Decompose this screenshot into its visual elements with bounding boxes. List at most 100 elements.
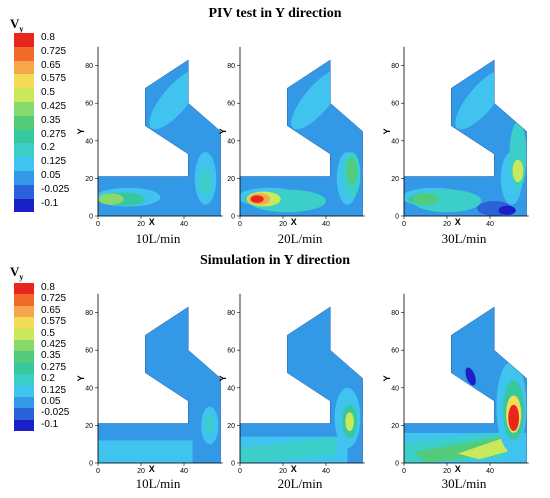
piv-contour-20: 0 20 40 0 20 40 60 80 X Y — [218, 46, 365, 228]
x-tick-label: 20 — [443, 221, 451, 228]
y-tick-label: 0 — [89, 214, 93, 221]
legend-swatch — [14, 184, 34, 199]
legend-label: 0.05 — [41, 396, 61, 407]
legend-swatch — [14, 129, 34, 144]
y-tick-label: 40 — [227, 138, 235, 145]
piv-panel-20: 0 20 40 0 20 40 60 80 X Y — [218, 28, 370, 248]
piv-contour-10: 0 20 40 0 20 40 60 80 X Y — [76, 46, 223, 228]
contour-jet-inner — [414, 436, 503, 463]
contour-jet-mid — [240, 436, 337, 463]
y-tick-label: 20 — [85, 423, 93, 430]
y-tick-label: 80 — [85, 63, 93, 70]
x-axis-label: X — [149, 217, 155, 227]
y-tick-label: 0 — [395, 461, 399, 468]
x-tick-label: 40 — [322, 221, 330, 228]
piv-panel-10: 0 20 40 0 20 40 60 80 X Y — [76, 28, 228, 248]
legend-label: 0.575 — [41, 316, 67, 328]
legend-label: 0.5 — [41, 87, 55, 99]
piv-caption-10: 10L/min — [135, 231, 181, 246]
y-tick-label: 0 — [231, 461, 235, 468]
domain-outline — [403, 306, 527, 464]
contour-field — [240, 307, 363, 463]
y-tick-label: 40 — [227, 385, 235, 392]
contour-base — [240, 307, 363, 463]
legend-swatch — [14, 397, 34, 409]
axes: 0 20 40 0 20 40 60 80 X Y — [382, 293, 529, 475]
sim-caption-30: 30L/min — [441, 476, 487, 491]
axes: 0 20 40 0 20 40 60 80 X Y — [218, 293, 365, 475]
y-axis-label: Y — [382, 375, 392, 381]
legend-label: 0.425 — [41, 101, 67, 112]
legend-label: 0.575 — [41, 73, 67, 85]
legend-swatch — [14, 74, 34, 89]
legend-swatch — [14, 294, 34, 306]
y-tick-label: 20 — [391, 423, 399, 430]
legend-label: -0.1 — [41, 197, 59, 209]
x-tick-label: 0 — [402, 468, 406, 475]
x-tick-label: 0 — [402, 221, 406, 228]
y-tick-label: 80 — [227, 63, 235, 70]
contour-base — [404, 60, 527, 216]
legend-swatch — [14, 351, 34, 363]
y-tick-label: 60 — [227, 101, 235, 108]
x-tick-label: 0 — [238, 468, 242, 475]
y-axis-label: Y — [218, 128, 228, 134]
legend-swatch — [14, 157, 34, 171]
y-tick-label: 20 — [227, 423, 235, 430]
legend-label: 0.425 — [41, 339, 67, 350]
sim-contour-20: 0 20 40 0 20 40 60 80 X Y — [218, 293, 365, 475]
x-axis-label: X — [149, 464, 155, 474]
y-tick-label: 40 — [85, 138, 93, 145]
legend-label: 0.2 — [41, 373, 55, 385]
legend-swatch — [14, 385, 34, 397]
contour-base — [404, 307, 527, 463]
legend-swatch — [14, 340, 34, 352]
domain-outline — [239, 59, 363, 217]
x-tick-label: 40 — [486, 221, 494, 228]
y-tick-label: 80 — [391, 63, 399, 70]
x-tick-label: 20 — [279, 221, 287, 228]
x-axis-label: X — [455, 464, 461, 474]
contour-stem-peak — [508, 404, 520, 432]
legend-label: 0.65 — [41, 59, 61, 71]
y-tick-label: 60 — [85, 101, 93, 108]
piv-contour-30: 0 20 40 0 20 40 60 80 X Y — [382, 46, 529, 228]
axes: 0 20 40 0 20 40 60 80 X Y — [76, 46, 223, 228]
sim-panel-20: 0 20 40 0 20 40 60 80 X Y — [218, 275, 370, 495]
legend-label: 0.5 — [41, 327, 55, 339]
y-tick-label: 0 — [231, 214, 235, 221]
contour-stem-peak — [345, 412, 354, 432]
legend-label: 0.05 — [41, 170, 61, 181]
y-tick-label: 20 — [227, 176, 235, 183]
axes: 0 20 40 0 20 40 60 80 X Y — [76, 293, 223, 475]
contour-field — [98, 307, 221, 463]
top-section-title: PIV test in Y direction — [208, 6, 342, 21]
x-tick-label: 0 — [238, 221, 242, 228]
legend-swatch — [14, 374, 34, 386]
contour-stem-core — [205, 414, 215, 433]
legend-label: 0.35 — [41, 114, 61, 126]
x-tick-label: 40 — [486, 468, 494, 475]
sim-contour-10: 0 20 40 0 20 40 60 80 X Y — [76, 293, 223, 475]
legend-swatch — [14, 305, 34, 318]
domain-outline — [97, 306, 221, 464]
x-tick-label: 20 — [137, 221, 145, 228]
y-tick-label: 60 — [391, 101, 399, 108]
x-tick-label: 40 — [180, 221, 188, 228]
piv-caption-20: 20L/min — [277, 231, 323, 246]
legend-swatch — [14, 115, 34, 130]
domain-outline — [239, 306, 363, 464]
x-axis-label: X — [291, 464, 297, 474]
y-tick-label: 80 — [391, 310, 399, 317]
legend-swatch — [14, 60, 34, 75]
sim-panel-30: 0 20 40 0 20 40 60 80 X Y — [382, 275, 534, 495]
x-tick-label: 0 — [96, 221, 100, 228]
legend-label: 0.65 — [41, 304, 61, 316]
y-tick-label: 60 — [227, 348, 235, 355]
contour-stem-peak — [346, 157, 358, 185]
y-axis-label: Y — [76, 375, 86, 381]
x-axis-label: X — [291, 217, 297, 227]
x-tick-label: 40 — [180, 468, 188, 475]
legend-swatch — [14, 88, 34, 102]
sim-contour-30: 0 20 40 0 20 40 60 80 X Y — [382, 293, 529, 475]
